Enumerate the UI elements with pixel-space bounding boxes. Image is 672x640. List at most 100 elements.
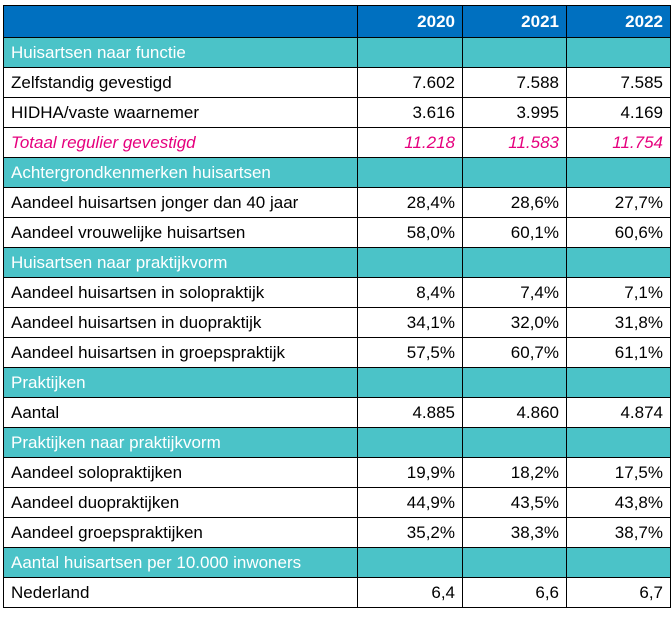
table-row: Aandeel huisartsen in groepspraktijk 57,5… xyxy=(3,337,671,368)
section-empty-cell xyxy=(462,547,567,578)
section-header-row: Praktijken xyxy=(3,367,671,398)
table-row: Aantal 4.885 4.860 4.874 xyxy=(3,397,671,428)
section-empty-cell xyxy=(566,157,671,188)
table-row: Aandeel huisartsen in solopraktijk 8,4% 7,… xyxy=(3,277,671,308)
value-cell-2021: 28,6% xyxy=(462,187,567,218)
value-cell-2021: 43,5% xyxy=(462,487,567,518)
section-header-row: Praktijken naar praktijkvorm xyxy=(3,427,671,458)
value-cell-2022: 11.754 xyxy=(566,127,671,158)
section-title: Huisartsen naar praktijkvorm xyxy=(3,247,358,278)
row-label: Aandeel duopraktijken xyxy=(3,487,358,518)
value-cell-2022: 27,7% xyxy=(566,187,671,218)
section-empty-cell xyxy=(357,157,463,188)
section-title: Achtergrondkenmerken huisartsen xyxy=(3,157,358,188)
value-cell-2021: 3.995 xyxy=(462,97,567,128)
table-row: Nederland 6,4 6,6 6,7 xyxy=(3,577,671,608)
value-cell-2020: 19,9% xyxy=(357,457,463,488)
table-row: Aandeel duopraktijken 44,9% 43,5% 43,8% xyxy=(3,487,671,518)
value-cell-2020: 28,4% xyxy=(357,187,463,218)
table-row: Aandeel solopraktijken 19,9% 18,2% 17,5% xyxy=(3,457,671,488)
section-empty-cell xyxy=(566,427,671,458)
header-corner-cell xyxy=(3,5,358,38)
row-label: Totaal regulier gevestigd xyxy=(3,127,358,158)
value-cell-2020: 6,4 xyxy=(357,577,463,608)
value-cell-2022: 7.585 xyxy=(566,67,671,98)
table-row: Aandeel huisartsen in duopraktijk 34,1% 32… xyxy=(3,307,671,338)
value-cell-2020: 58,0% xyxy=(357,217,463,248)
section-empty-cell xyxy=(357,547,463,578)
value-cell-2021: 60,1% xyxy=(462,217,567,248)
section-empty-cell xyxy=(462,37,567,68)
row-label: Aandeel huisartsen in groepspraktijk xyxy=(3,337,358,368)
statistics-table: 2020 2021 2022 Huisartsen naar functie Ze… xyxy=(3,5,671,608)
section-title: Aantal huisartsen per 10.000 inwoners xyxy=(3,547,358,578)
year-header-2020: 2020 xyxy=(357,5,463,38)
value-cell-2022: 61,1% xyxy=(566,337,671,368)
value-cell-2020: 57,5% xyxy=(357,337,463,368)
section-empty-cell xyxy=(566,247,671,278)
section-empty-cell xyxy=(566,367,671,398)
value-cell-2020: 11.218 xyxy=(357,127,463,158)
value-cell-2020: 35,2% xyxy=(357,517,463,548)
value-cell-2022: 4.874 xyxy=(566,397,671,428)
table-row: HIDHA/vaste waarnemer 3.616 3.995 4.169 xyxy=(3,97,671,128)
section-empty-cell xyxy=(357,427,463,458)
section-empty-cell xyxy=(462,367,567,398)
section-empty-cell xyxy=(566,37,671,68)
value-cell-2021: 18,2% xyxy=(462,457,567,488)
value-cell-2021: 38,3% xyxy=(462,517,567,548)
value-cell-2022: 6,7 xyxy=(566,577,671,608)
value-cell-2020: 44,9% xyxy=(357,487,463,518)
value-cell-2020: 34,1% xyxy=(357,307,463,338)
value-cell-2020: 4.885 xyxy=(357,397,463,428)
value-cell-2022: 4.169 xyxy=(566,97,671,128)
section-empty-cell xyxy=(462,157,567,188)
section-empty-cell xyxy=(462,247,567,278)
section-empty-cell xyxy=(357,367,463,398)
value-cell-2022: 17,5% xyxy=(566,457,671,488)
row-label: Aandeel vrouwelijke huisartsen xyxy=(3,217,358,248)
value-cell-2021: 60,7% xyxy=(462,337,567,368)
table-row: Zelfstandig gevestigd 7.602 7.588 7.585 xyxy=(3,67,671,98)
section-title: Praktijken naar praktijkvorm xyxy=(3,427,358,458)
row-label: Aandeel solopraktijken xyxy=(3,457,358,488)
row-label: Nederland xyxy=(3,577,358,608)
value-cell-2022: 31,8% xyxy=(566,307,671,338)
section-header-row: Huisartsen naar functie xyxy=(3,37,671,68)
total-row: Totaal regulier gevestigd 11.218 11.583 11.… xyxy=(3,127,671,158)
section-empty-cell xyxy=(357,247,463,278)
table-row: Aandeel vrouwelijke huisartsen 58,0% 60,1%… xyxy=(3,217,671,248)
value-cell-2021: 11.583 xyxy=(462,127,567,158)
value-cell-2022: 43,8% xyxy=(566,487,671,518)
value-cell-2021: 4.860 xyxy=(462,397,567,428)
value-cell-2022: 7,1% xyxy=(566,277,671,308)
section-header-row: Aantal huisartsen per 10.000 inwoners xyxy=(3,547,671,578)
year-header-2021: 2021 xyxy=(462,5,567,38)
row-label: HIDHA/vaste waarnemer xyxy=(3,97,358,128)
row-label: Aantal xyxy=(3,397,358,428)
value-cell-2021: 6,6 xyxy=(462,577,567,608)
row-label: Aandeel huisartsen in solopraktijk xyxy=(3,277,358,308)
row-label: Aandeel huisartsen jonger dan 40 jaar xyxy=(3,187,358,218)
section-empty-cell xyxy=(566,547,671,578)
value-cell-2020: 3.616 xyxy=(357,97,463,128)
table-row: Aandeel groepspraktijken 35,2% 38,3% 38,7% xyxy=(3,517,671,548)
table-row: Aandeel huisartsen jonger dan 40 jaar 28,… xyxy=(3,187,671,218)
section-header-row: Achtergrondkenmerken huisartsen xyxy=(3,157,671,188)
section-title: Praktijken xyxy=(3,367,358,398)
value-cell-2021: 7,4% xyxy=(462,277,567,308)
section-empty-cell xyxy=(357,37,463,68)
value-cell-2022: 60,6% xyxy=(566,217,671,248)
section-empty-cell xyxy=(462,427,567,458)
table-body: 2020 2021 2022 Huisartsen naar functie Ze… xyxy=(3,5,671,608)
value-cell-2020: 7.602 xyxy=(357,67,463,98)
section-title: Huisartsen naar functie xyxy=(3,37,358,68)
row-label: Aandeel groepspraktijken xyxy=(3,517,358,548)
row-label: Zelfstandig gevestigd xyxy=(3,67,358,98)
header-row: 2020 2021 2022 xyxy=(3,5,671,38)
value-cell-2022: 38,7% xyxy=(566,517,671,548)
value-cell-2021: 7.588 xyxy=(462,67,567,98)
value-cell-2021: 32,0% xyxy=(462,307,567,338)
section-header-row: Huisartsen naar praktijkvorm xyxy=(3,247,671,278)
row-label: Aandeel huisartsen in duopraktijk xyxy=(3,307,358,338)
